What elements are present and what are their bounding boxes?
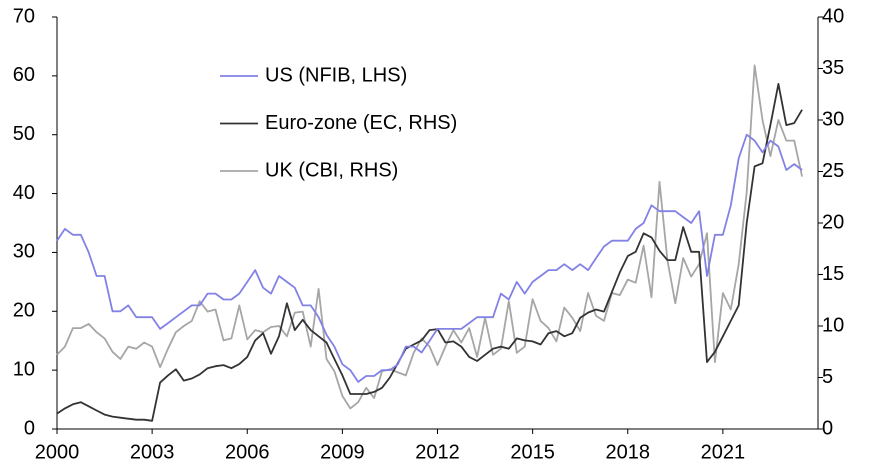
- legend-label: UK (CBI, RHS): [265, 159, 398, 181]
- x-tick-label: 2000: [35, 441, 80, 463]
- y2-tick-label: 0: [822, 417, 833, 439]
- legend-label: US (NFIB, LHS): [265, 64, 407, 86]
- x-tick-label: 2018: [606, 441, 651, 463]
- y2-tick-label: 10: [822, 314, 844, 336]
- y2-tick-label: 15: [822, 263, 844, 285]
- y-tick-label: 60: [13, 64, 35, 86]
- y2-tick-label: 5: [822, 366, 833, 388]
- y2-tick-label: 30: [822, 108, 844, 130]
- y-tick-label: 50: [13, 123, 35, 145]
- y-tick-label: 70: [13, 5, 35, 27]
- y2-tick-label: 40: [822, 5, 844, 27]
- series-line: [56, 83, 803, 422]
- y-tick-label: 30: [13, 241, 35, 263]
- y2-tick-label: 20: [822, 211, 844, 233]
- legend-label: Euro-zone (EC, RHS): [265, 112, 457, 134]
- x-tick-label: 2009: [320, 441, 365, 463]
- y-tick-label: 10: [13, 358, 35, 380]
- x-tick-label: 2015: [510, 441, 555, 463]
- y-tick-label: 20: [13, 300, 35, 322]
- series-line: [56, 133, 803, 383]
- y2-tick-label: 35: [822, 57, 844, 79]
- x-tick-label: 2012: [415, 441, 460, 463]
- series-line: [56, 64, 803, 410]
- x-tick-label: 2006: [225, 441, 270, 463]
- y-tick-label: 40: [13, 182, 35, 204]
- x-tick-label: 2021: [701, 441, 746, 463]
- y-tick-label: 0: [24, 417, 35, 439]
- x-tick-label: 2003: [130, 441, 175, 463]
- y2-tick-label: 25: [822, 160, 844, 182]
